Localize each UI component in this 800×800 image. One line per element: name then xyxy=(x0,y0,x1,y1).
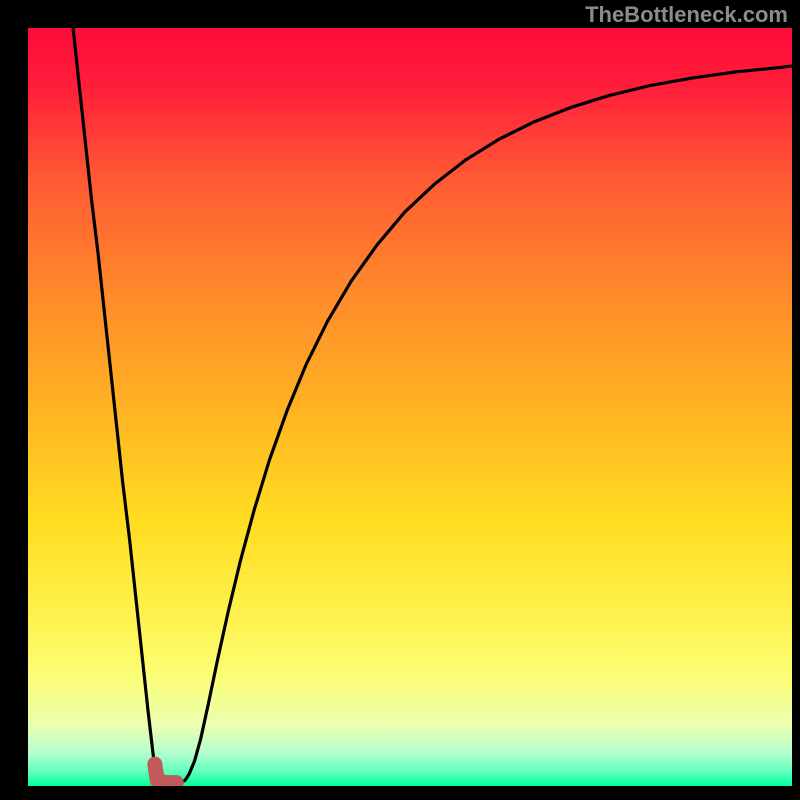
watermark-text: TheBottleneck.com xyxy=(585,2,788,28)
chart-frame: TheBottleneck.com xyxy=(0,0,800,800)
bottleneck-chart xyxy=(0,0,800,800)
